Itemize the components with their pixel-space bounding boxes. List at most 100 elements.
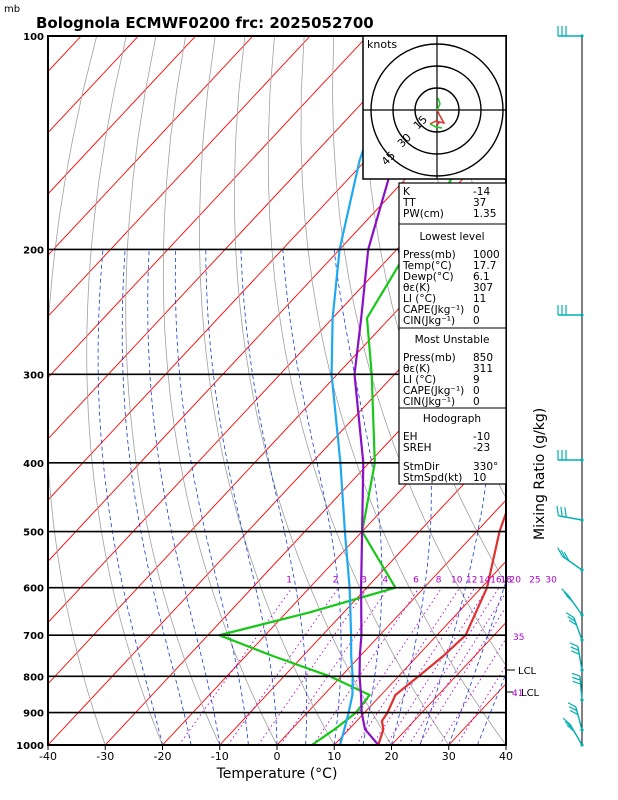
mixing-ratio-label: 3 <box>361 576 367 586</box>
indices-panel-frame <box>398 182 507 485</box>
mixing-ratio-label: 8 <box>436 576 442 586</box>
index-value: 6.1 <box>473 271 490 283</box>
background-lines <box>0 36 618 745</box>
index-value: 307 <box>473 282 493 294</box>
x-tick-label: -30 <box>96 750 114 763</box>
dry-adiabat-line <box>571 36 618 745</box>
index-value: 37 <box>473 197 486 209</box>
index-label: PW(cm) <box>403 208 444 220</box>
pressure-unit-label: mb <box>4 4 20 15</box>
dry-adiabat-line <box>541 36 618 745</box>
dry-adiabat-line <box>300 36 506 745</box>
index-value: 311 <box>473 363 493 375</box>
section-heading: Lowest level <box>419 231 484 243</box>
isotherm-line <box>48 36 139 134</box>
mixing-ratio-label: 30 <box>545 576 557 586</box>
isotherm-line <box>0 36 24 745</box>
pressure-axis: 100 200 300 400 500 600 700 800 900 1000 <box>16 32 44 752</box>
wind-barb <box>567 702 584 732</box>
index-label: CIN(Jkg⁻¹) <box>403 315 455 327</box>
hodograph-ring-15 <box>414 87 460 133</box>
x-tick-label: -20 <box>154 750 172 763</box>
index-value: 850 <box>473 352 493 364</box>
index-label: θε(K) <box>403 282 430 294</box>
pressure-tick-label: 700 <box>23 631 44 642</box>
pressure-tick-label: 100 <box>23 32 44 43</box>
mixing-ratio-line <box>280 587 389 745</box>
isotherm-line <box>48 36 196 195</box>
mixing-ratio-label: 2 <box>333 576 339 586</box>
mixing-ratio-line <box>227 587 339 745</box>
isotherm-line <box>48 36 311 318</box>
isotherm-line <box>333 560 506 745</box>
index-value: -10 <box>473 431 490 443</box>
hodograph-trace-mid <box>429 123 443 129</box>
pressure-tick-label: 800 <box>23 672 44 683</box>
isotherm-line <box>48 36 254 256</box>
indices-panel: K -14 TT 37 PW(cm) 1.35 Lowest level Press(mb) 1… <box>398 182 507 485</box>
isotherm-line <box>48 193 506 685</box>
index-label: LI (°C) <box>403 374 436 386</box>
section-heading: Most Unstable <box>415 334 490 346</box>
wind-barb <box>562 717 584 747</box>
mixing-ratio-line <box>312 587 420 745</box>
mixing-ratio-label: 18 <box>500 576 512 586</box>
index-value: 11 <box>473 293 486 305</box>
mixing-ratio-label: 25 <box>529 576 540 586</box>
hodograph-ring-45 <box>370 43 504 177</box>
pressure-tick-label: 1000 <box>16 741 44 752</box>
index-label: Temp(°C) <box>402 260 452 272</box>
pressure-tick-label: 600 <box>23 584 44 595</box>
dry-adiabat-line <box>86 36 163 745</box>
dry-adiabat-line <box>512 36 618 745</box>
mixing-ratio-line <box>418 606 506 745</box>
index-label: CIN(Jkg⁻¹) <box>403 396 455 408</box>
index-label: LI (°C) <box>403 293 436 305</box>
moist-adiabat-line <box>391 249 432 745</box>
right-label-lcl-2: LCL <box>521 688 540 699</box>
wind-barb <box>569 642 584 672</box>
mixing-ratio-line <box>178 587 293 745</box>
wind-barb <box>557 26 584 38</box>
wind-barb <box>561 588 584 617</box>
hodograph-storm-motion <box>436 121 440 125</box>
index-label: Press(mb) <box>403 249 456 261</box>
hodograph-trace-upper <box>436 97 441 111</box>
index-value: 0 <box>473 315 480 327</box>
dry-adiabat-line <box>125 36 221 745</box>
index-value: 0 <box>473 385 480 397</box>
hodograph-trace-low <box>429 109 446 125</box>
chart-title: Bolognola ECMWF0200 frc: 2025052700 <box>36 14 374 32</box>
index-label: CAPE(Jkg⁻¹) <box>403 304 464 316</box>
hodograph-ring-30 <box>392 65 482 155</box>
mixing-ratio-label: 12 <box>466 576 477 586</box>
moist-adiabat-line <box>174 249 249 745</box>
index-value: 330° <box>473 461 498 473</box>
mixing-ratio-label: 20 <box>509 576 521 586</box>
isotherm-line <box>276 499 506 745</box>
index-label: CAPE(Jkg⁻¹) <box>403 385 464 397</box>
mixing-ratio-label: 16 <box>490 576 502 586</box>
isotherm-line <box>48 254 506 745</box>
wind-barb <box>571 672 584 702</box>
index-value: 9 <box>473 374 480 386</box>
mixing-ratio-label: 4 <box>382 576 388 586</box>
mixing-ratio-line <box>385 587 489 745</box>
mixing-ratio-label: 6 <box>413 576 419 586</box>
x-tick-label: 40 <box>499 750 513 763</box>
index-label: TT <box>402 197 416 209</box>
right-label-35: 35 <box>513 633 524 643</box>
hodograph-unit-label: knots <box>367 38 397 51</box>
moist-adiabat-line <box>205 249 278 745</box>
mixing-ratio-label: 1 <box>286 576 292 586</box>
index-value: -23 <box>473 442 490 454</box>
index-value: 0 <box>473 304 480 316</box>
moist-adiabat-line <box>147 249 221 745</box>
index-label: Press(mb) <box>403 352 456 364</box>
index-label: StmDir <box>403 461 440 473</box>
index-label: θε(K) <box>403 363 430 375</box>
right-label-lcl-1: LCL <box>518 666 537 677</box>
dry-adiabat-line <box>234 36 392 745</box>
